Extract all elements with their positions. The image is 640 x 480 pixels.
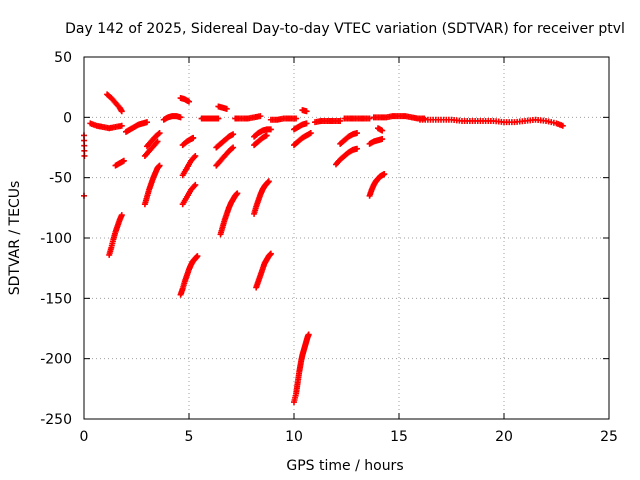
series-arc-36 <box>366 136 386 147</box>
series-arc-26 <box>253 250 274 291</box>
data-point <box>118 122 125 129</box>
data-point <box>366 115 373 122</box>
series-arc-05 <box>106 212 125 258</box>
grid <box>84 57 609 419</box>
data-point <box>559 122 566 129</box>
x-tick-label: 20 <box>495 429 513 445</box>
data-point <box>267 250 274 257</box>
series-arc-22 <box>232 113 264 122</box>
series-arc-09 <box>141 138 161 159</box>
data-point <box>229 145 236 152</box>
series-arc-12 <box>179 134 197 149</box>
plot-frame <box>83 56 610 420</box>
series-arc-10 <box>144 130 163 150</box>
data-point <box>192 181 199 188</box>
data-point <box>337 117 344 124</box>
y-tick-label: -250 <box>40 412 72 428</box>
series-arc-31 <box>299 107 310 115</box>
series-arc-24 <box>251 132 270 149</box>
series-arc-35 <box>341 115 373 122</box>
series-arc-18 <box>215 103 230 112</box>
data-point <box>120 157 127 164</box>
data-point <box>293 115 300 122</box>
x-tick-label: 25 <box>600 429 618 445</box>
x-tick-label: 15 <box>390 429 408 445</box>
x-tick-label: 10 <box>285 429 303 445</box>
axis-ticks <box>83 56 610 420</box>
data-point <box>155 130 162 137</box>
data-point <box>354 130 360 137</box>
y-tick-label: -50 <box>49 171 72 187</box>
data-point <box>192 152 199 159</box>
data-point <box>154 138 161 145</box>
series-arc-25 <box>251 178 272 217</box>
series-arc-06 <box>112 157 127 169</box>
series-arc-40 <box>417 116 566 129</box>
series-arc-29 <box>291 130 314 149</box>
series-arc-13 <box>179 152 199 179</box>
series-arc-33 <box>333 145 360 168</box>
data-point <box>303 108 310 115</box>
series-arc-30 <box>291 120 310 133</box>
x-tick-label: 0 <box>80 429 89 445</box>
series-arc-32 <box>312 117 344 126</box>
series-arc-39 <box>375 125 386 134</box>
data-point <box>257 113 264 120</box>
x-axis-title: GPS time / hours <box>286 458 403 474</box>
series-arc-04 <box>104 91 125 115</box>
data-points <box>81 91 566 406</box>
data-point <box>230 131 237 138</box>
data-point <box>354 145 360 152</box>
series-arc-34 <box>337 130 360 147</box>
data-point <box>186 98 192 105</box>
data-point <box>234 190 241 197</box>
data-point <box>190 134 197 141</box>
data-point <box>303 120 310 127</box>
data-point <box>118 212 125 219</box>
data-point <box>379 136 386 143</box>
series-arc-11 <box>160 113 184 123</box>
data-point <box>223 105 230 112</box>
series-arc-20 <box>213 144 237 169</box>
series-arc-14 <box>179 181 199 208</box>
series-arc-15 <box>177 253 201 298</box>
data-point <box>194 253 201 260</box>
y-tick-labels: -250 -200 -150 -100 -50 0 50 <box>40 50 72 428</box>
chart-title: Day 142 of 2025, Sidereal Day-to-day VTE… <box>65 21 625 37</box>
series-arc-17 <box>198 115 222 122</box>
data-point <box>305 331 312 338</box>
series-arc-23 <box>251 126 274 140</box>
data-point <box>144 119 150 126</box>
data-point <box>379 127 386 134</box>
data-point <box>265 178 272 185</box>
data-point <box>156 162 163 169</box>
series-arc-08 <box>141 162 163 208</box>
series-arc-03 <box>87 120 125 132</box>
series-arc-19 <box>213 131 237 151</box>
series-arc-28 <box>291 331 312 406</box>
data-point <box>230 144 237 151</box>
x-tick-labels: 0 5 10 15 20 25 <box>80 429 618 445</box>
data-point <box>307 130 314 137</box>
y-tick-label: -150 <box>40 291 72 307</box>
data-point <box>215 115 222 122</box>
series-arc-21 <box>217 190 241 238</box>
data-point <box>381 171 388 178</box>
y-axis-title: SDTVAR / TECUs <box>7 181 23 296</box>
series-arc-16 <box>177 95 192 105</box>
y-tick-label: -100 <box>40 231 72 247</box>
y-tick-label: 0 <box>63 110 72 126</box>
data-point <box>267 126 274 133</box>
data-point <box>177 114 184 121</box>
data-point <box>118 108 125 115</box>
data-point <box>263 132 270 139</box>
x-tick-label: 5 <box>185 429 194 445</box>
series-arc-37 <box>366 171 388 199</box>
y-tick-label: -200 <box>40 352 72 368</box>
series-arc-07 <box>123 119 150 135</box>
series-arc-27 <box>267 115 300 123</box>
y-tick-label: 50 <box>54 50 72 66</box>
data-point <box>156 130 163 137</box>
